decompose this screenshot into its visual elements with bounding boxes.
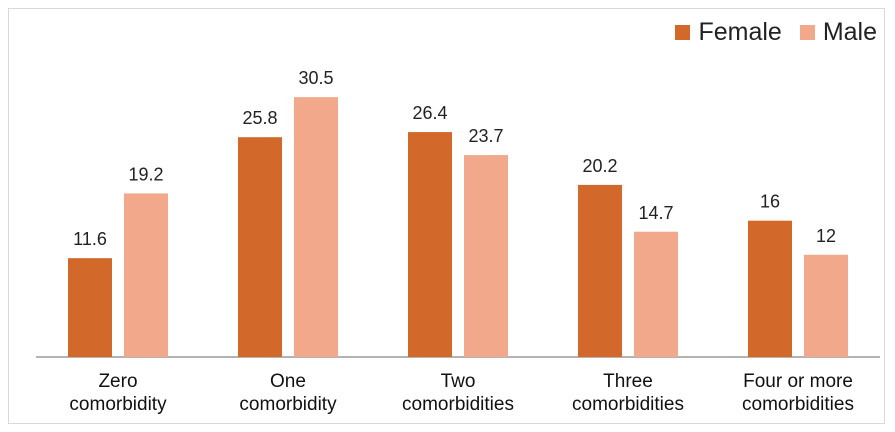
category-label-line: comorbidities — [572, 394, 684, 415]
data-label-female-1: 25.8 — [242, 108, 277, 128]
category-label-2: Two comorbidities — [373, 370, 543, 416]
bar-female-1 — [238, 137, 282, 357]
legend-label-male: Male — [822, 18, 877, 46]
legend: Female Male — [675, 18, 877, 47]
bar-male-3 — [634, 231, 678, 357]
data-label-male-2: 23.7 — [468, 126, 503, 146]
bar-female-2 — [408, 132, 452, 357]
legend-item-female: Female — [675, 18, 782, 47]
category-label-line: comorbidities — [742, 394, 854, 415]
category-label-line: Zero — [98, 371, 138, 392]
legend-label-female: Female — [698, 18, 782, 46]
data-label-female-0: 11.6 — [73, 229, 107, 249]
category-label-0: Zero comorbidity — [33, 370, 203, 416]
legend-swatch-male — [799, 25, 815, 40]
category-label-3: Three comorbidities — [543, 370, 713, 416]
data-label-female-4: 16 — [760, 192, 780, 212]
legend-swatch-female — [675, 25, 691, 40]
legend-item-male: Male — [799, 18, 877, 47]
category-label-line: comorbidity — [69, 394, 167, 415]
bar-male-0 — [124, 193, 168, 357]
category-label-4: Four or more comorbidities — [713, 370, 883, 416]
bar-male-2 — [464, 155, 508, 357]
category-label-line: One — [270, 371, 306, 392]
category-label-line: Three — [603, 371, 653, 392]
bar-female-3 — [578, 184, 622, 357]
category-label-line: Four or more — [743, 371, 853, 392]
bar-female-0 — [68, 258, 112, 357]
category-label-line: comorbidity — [239, 394, 337, 415]
data-label-male-4: 12 — [816, 226, 836, 246]
bar-female-4 — [748, 220, 792, 357]
category-label-line: Two — [440, 371, 476, 392]
chart-frame — [8, 8, 885, 424]
data-label-male-3: 14.7 — [638, 203, 673, 223]
bar-male-4 — [804, 254, 848, 357]
data-label-male-1: 30.5 — [298, 68, 333, 88]
data-label-female-3: 20.2 — [582, 156, 617, 176]
category-label-1: One comorbidity — [203, 370, 373, 416]
category-label-line: comorbidities — [402, 394, 514, 415]
data-label-male-0: 19.2 — [128, 164, 163, 184]
bar-male-1 — [294, 97, 338, 357]
data-label-female-2: 26.4 — [412, 103, 447, 123]
